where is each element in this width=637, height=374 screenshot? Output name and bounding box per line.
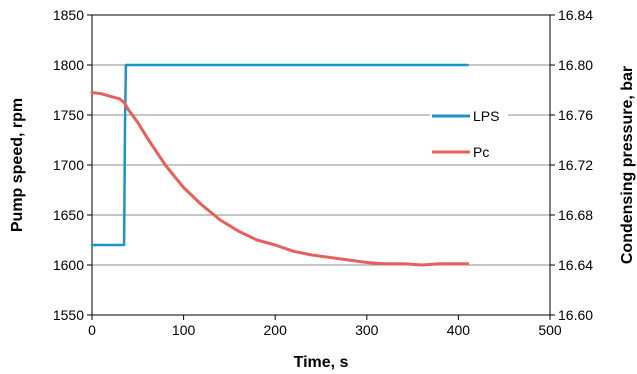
x-tick-label: 400 bbox=[447, 322, 471, 338]
left-y-tick-label: 1750 bbox=[53, 107, 84, 123]
left-y-tick-label: 1650 bbox=[53, 207, 84, 223]
left-y-axis-ticks: 1550 1600 1650 1700 1750 1800 1850 bbox=[53, 7, 92, 323]
right-y-axis-ticks: 16.60 16.64 16.68 16.72 16.76 16.80 16.84 bbox=[550, 7, 593, 323]
left-y-tick-label: 1800 bbox=[53, 57, 84, 73]
left-y-axis-label: Pump speed, rpm bbox=[9, 98, 26, 232]
right-y-tick-label: 16.72 bbox=[558, 157, 593, 173]
left-y-tick-label: 1850 bbox=[53, 7, 84, 23]
series-line-pc bbox=[90, 91, 470, 267]
right-y-tick-label: 16.60 bbox=[558, 307, 593, 323]
left-y-tick-label: 1600 bbox=[53, 257, 84, 273]
legend-label-pc: Pc bbox=[473, 144, 489, 160]
x-tick-label: 200 bbox=[264, 322, 288, 338]
right-y-tick-label: 16.80 bbox=[558, 57, 593, 73]
x-tick-label: 500 bbox=[538, 322, 562, 338]
series-layer bbox=[90, 63, 470, 267]
legend: LPS Pc bbox=[430, 105, 508, 163]
x-tick-label: 300 bbox=[355, 322, 379, 338]
right-y-axis-label: Condensing pressure, bar bbox=[619, 66, 636, 264]
series-line-lps bbox=[90, 63, 469, 247]
gridlines bbox=[92, 64, 550, 266]
right-y-tick-label: 16.84 bbox=[558, 7, 593, 23]
x-axis-label: Time, s bbox=[294, 354, 349, 371]
left-y-tick-label: 1550 bbox=[53, 307, 84, 323]
x-axis-ticks: 0 100 200 300 400 500 bbox=[88, 315, 562, 338]
legend-label-lps: LPS bbox=[473, 108, 499, 124]
right-y-tick-label: 16.64 bbox=[558, 257, 593, 273]
right-y-tick-label: 16.76 bbox=[558, 107, 593, 123]
right-y-tick-label: 16.68 bbox=[558, 207, 593, 223]
x-tick-label: 0 bbox=[88, 322, 96, 338]
x-tick-label: 100 bbox=[172, 322, 196, 338]
left-y-tick-label: 1700 bbox=[53, 157, 84, 173]
